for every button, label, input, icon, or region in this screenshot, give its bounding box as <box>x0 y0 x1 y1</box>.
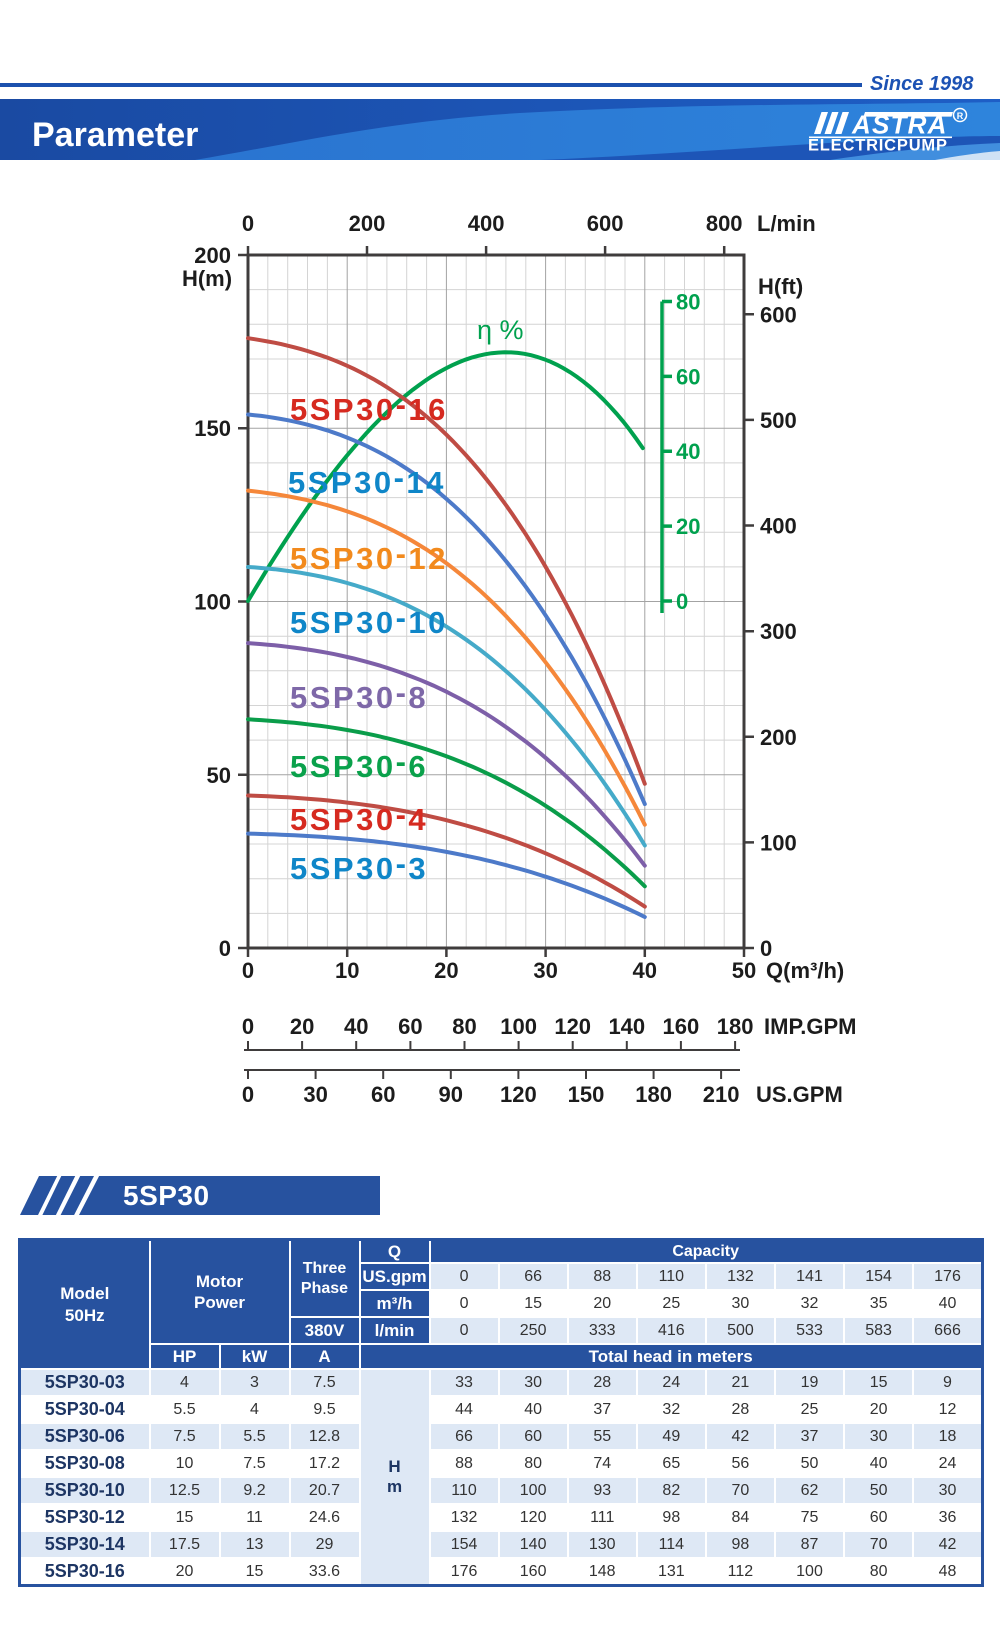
svg-text:R: R <box>957 111 964 121</box>
svg-text:60: 60 <box>371 1082 395 1107</box>
svg-text:100: 100 <box>500 1014 537 1039</box>
svg-text:160: 160 <box>663 1014 700 1039</box>
svg-text:150: 150 <box>568 1082 605 1107</box>
svg-text:ELECTRICPUMP: ELECTRICPUMP <box>808 137 948 155</box>
svg-text:0: 0 <box>242 1014 254 1039</box>
svg-text:5SP30-3: 5SP30-3 <box>290 846 428 886</box>
svg-text:5SP30-16: 5SP30-16 <box>290 387 448 427</box>
svg-text:150: 150 <box>194 416 231 441</box>
svg-text:600: 600 <box>587 211 624 236</box>
svg-text:60: 60 <box>398 1014 422 1039</box>
svg-text:30: 30 <box>303 1082 327 1107</box>
svg-text:500: 500 <box>760 408 797 433</box>
svg-text:600: 600 <box>760 302 797 327</box>
svg-text:100: 100 <box>760 830 797 855</box>
svg-text:40: 40 <box>676 439 700 464</box>
svg-text:200: 200 <box>194 243 231 268</box>
svg-text:50: 50 <box>732 958 756 983</box>
svg-text:H(ft): H(ft) <box>758 274 803 299</box>
svg-text:0: 0 <box>242 1082 254 1107</box>
svg-text:0: 0 <box>760 936 772 961</box>
svg-text:200: 200 <box>349 211 386 236</box>
svg-text:5SP30: 5SP30 <box>123 1180 210 1211</box>
svg-text:120: 120 <box>554 1014 591 1039</box>
svg-text:40: 40 <box>344 1014 368 1039</box>
svg-text:0: 0 <box>242 211 254 236</box>
svg-text:L/min: L/min <box>757 211 816 236</box>
svg-text:10: 10 <box>335 958 359 983</box>
svg-text:80: 80 <box>452 1014 476 1039</box>
svg-text:120: 120 <box>500 1082 537 1107</box>
svg-text:200: 200 <box>760 725 797 750</box>
svg-text:180: 180 <box>635 1082 672 1107</box>
svg-text:20: 20 <box>290 1014 314 1039</box>
svg-text:800: 800 <box>706 211 743 236</box>
svg-text:90: 90 <box>439 1082 463 1107</box>
svg-text:400: 400 <box>468 211 505 236</box>
svg-text:100: 100 <box>194 590 231 615</box>
svg-text:η %: η % <box>477 315 524 345</box>
svg-text:180: 180 <box>717 1014 754 1039</box>
svg-text:60: 60 <box>676 364 700 389</box>
svg-text:50: 50 <box>207 763 231 788</box>
svg-text:0: 0 <box>242 958 254 983</box>
svg-text:20: 20 <box>434 958 458 983</box>
svg-text:ASTRA: ASTRA <box>851 110 948 140</box>
svg-text:US.GPM: US.GPM <box>756 1082 843 1107</box>
svg-text:Q(m³/h): Q(m³/h) <box>766 958 844 983</box>
svg-text:5SP30-14: 5SP30-14 <box>288 460 446 500</box>
svg-text:40: 40 <box>633 958 657 983</box>
svg-text:30: 30 <box>533 958 557 983</box>
svg-text:140: 140 <box>608 1014 645 1039</box>
svg-text:5SP30-4: 5SP30-4 <box>290 797 428 837</box>
svg-text:210: 210 <box>703 1082 740 1107</box>
svg-text:5SP30-12: 5SP30-12 <box>290 536 448 576</box>
svg-text:5SP30-6: 5SP30-6 <box>290 744 428 784</box>
svg-text:IMP.GPM: IMP.GPM <box>764 1014 857 1039</box>
svg-text:0: 0 <box>676 589 688 614</box>
svg-text:300: 300 <box>760 619 797 644</box>
svg-text:0: 0 <box>219 936 231 961</box>
svg-text:H(m): H(m) <box>182 266 232 291</box>
svg-text:20: 20 <box>676 514 700 539</box>
svg-text:Parameter: Parameter <box>32 116 198 154</box>
svg-text:80: 80 <box>676 290 700 315</box>
svg-text:5SP30-8: 5SP30-8 <box>290 675 428 715</box>
svg-text:5SP30-10: 5SP30-10 <box>290 600 448 640</box>
svg-text:400: 400 <box>760 514 797 539</box>
